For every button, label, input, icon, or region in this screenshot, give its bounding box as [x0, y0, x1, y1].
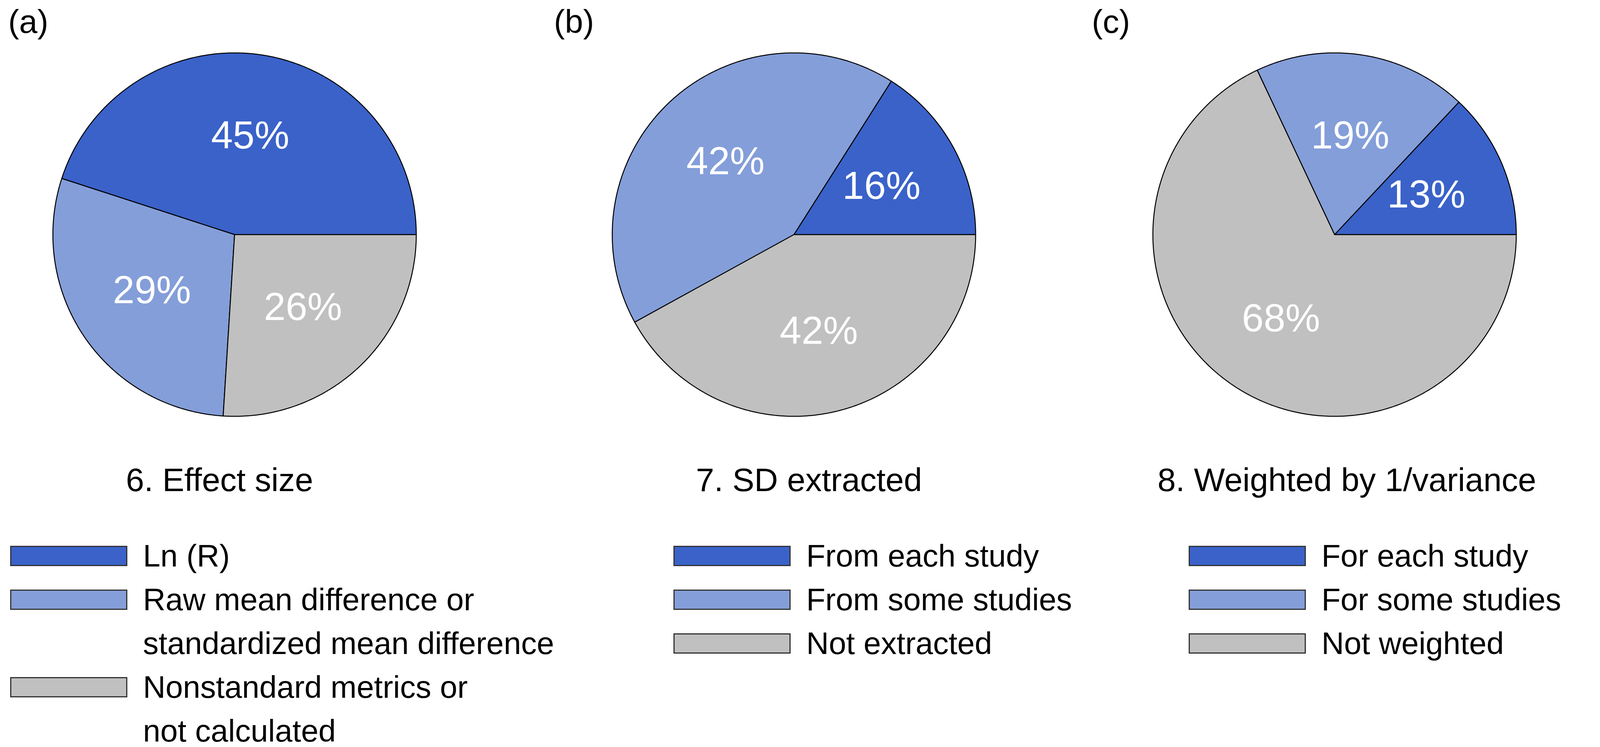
html-text:Ln (R): Ln (R) — [142, 538, 230, 574]
html-text:For some studies: For some studies — [1321, 582, 1562, 617]
svg-text:42%: 42% — [779, 308, 858, 352]
html-text:6. Effect size: 6. Effect size — [125, 461, 314, 499]
html-text:Not weighted: Not weighted — [1321, 625, 1504, 661]
html-text:(b): (b) — [553, 3, 595, 40]
svg-text:29%: 29% — [112, 267, 192, 312]
html-text:Not extracted: Not extracted — [806, 625, 993, 661]
html-text:For each study: For each study — [1321, 538, 1529, 574]
svg-text:26%: 26% — [264, 284, 343, 329]
html-text:From each study: From each study — [806, 538, 1039, 574]
svg-text:19%: 19% — [1310, 112, 1390, 157]
svg-text:68%: 68% — [1241, 295, 1320, 340]
html-text:(c): (c) — [1091, 3, 1131, 40]
html-text:(a): (a) — [8, 3, 49, 40]
svg-text:13%: 13% — [1387, 171, 1466, 216]
html-text:7. SD extracted: 7. SD extracted — [695, 461, 923, 499]
html-text:Raw mean difference or standar: Raw mean difference or standardized mean… — [142, 582, 555, 661]
svg-text:45%: 45% — [210, 112, 290, 157]
svg-text:16%: 16% — [842, 163, 921, 208]
html-text:8. Weighted by 1/variance: 8. Weighted by 1/variance — [1157, 461, 1537, 499]
html-text:From some studies: From some studies — [806, 582, 1072, 617]
svg-text:42%: 42% — [686, 138, 765, 183]
